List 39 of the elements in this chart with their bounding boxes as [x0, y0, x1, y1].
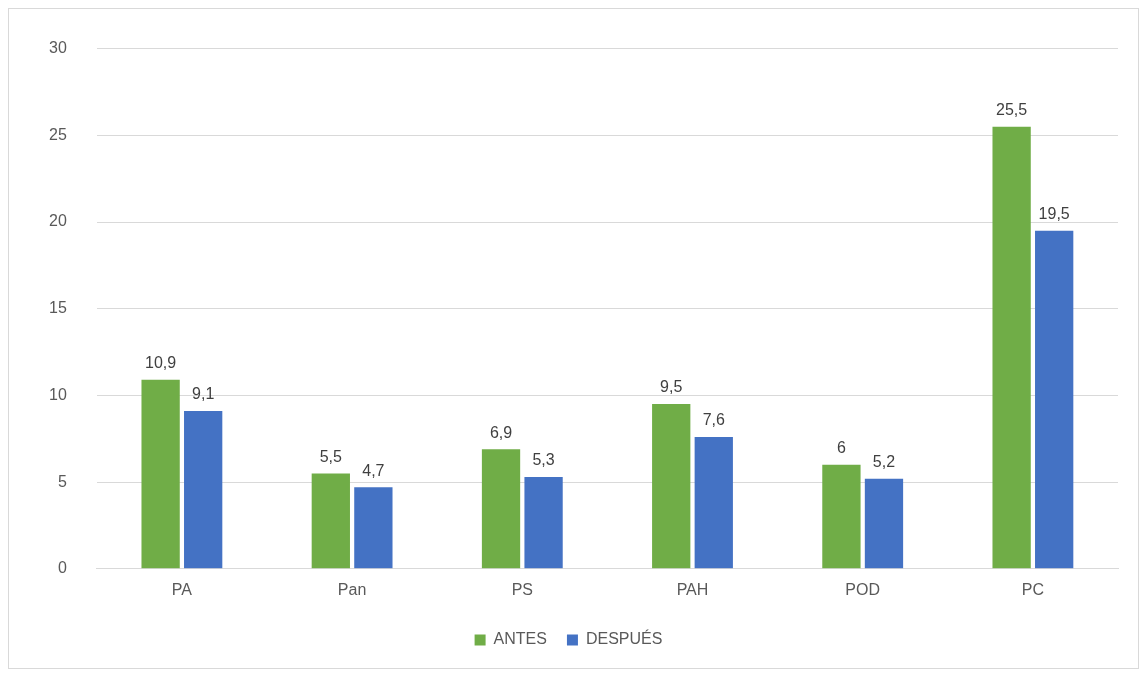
legend-label: ANTES	[493, 630, 547, 648]
data-label: 19,5	[1038, 205, 1070, 223]
x-tick-label: POD	[845, 580, 881, 598]
bar	[694, 437, 733, 569]
data-label: 9,1	[192, 385, 215, 403]
bar	[184, 411, 223, 569]
bar	[992, 126, 1031, 569]
data-label: 6	[836, 439, 846, 457]
x-tick-label: PS	[511, 580, 533, 598]
data-label: 5,5	[319, 447, 343, 465]
bar	[822, 464, 861, 569]
y-tick-label: 25	[49, 125, 67, 143]
data-label: 10,9	[145, 354, 177, 372]
data-label: 25,5	[996, 101, 1028, 119]
bar	[481, 449, 521, 569]
data-label: 5,2	[872, 453, 896, 471]
x-tick-label: PA	[171, 580, 193, 598]
x-tick-label: Pan	[337, 580, 367, 598]
x-tick-label: PC	[1021, 580, 1045, 598]
bar	[524, 476, 563, 569]
y-tick-label: 0	[57, 559, 67, 577]
data-label: 5,3	[532, 451, 555, 469]
y-tick-label: 5	[57, 472, 67, 490]
data-label: 7,6	[702, 411, 725, 429]
legend-label: DESPUÉS	[585, 629, 663, 648]
y-tick-label: 20	[49, 212, 67, 230]
data-label: 6,9	[489, 423, 513, 441]
bar	[1035, 230, 1074, 569]
data-label: 4,7	[362, 461, 385, 479]
y-tick-label: 30	[49, 39, 67, 57]
bar	[864, 478, 904, 569]
bar	[354, 487, 393, 569]
bar	[141, 379, 180, 569]
y-tick-label: 15	[49, 299, 67, 317]
x-tick-label: PAH	[676, 580, 709, 598]
y-tick-label: 10	[49, 385, 67, 403]
bar	[311, 473, 350, 569]
data-label: 9,5	[660, 378, 683, 396]
bar	[652, 404, 691, 569]
